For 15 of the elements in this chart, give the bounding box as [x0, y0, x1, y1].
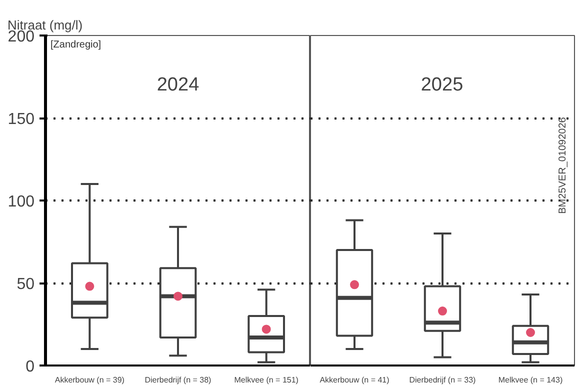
x-tick-label: Melkvee (n = 143) [498, 376, 563, 384]
text: 2024 [156, 74, 200, 96]
y-tick-label: 50 [16, 276, 35, 293]
y-tick-label: 0 [26, 358, 35, 376]
text: 2025 [420, 74, 464, 96]
x-tick-label: Akkerbouw (n = 41) [320, 376, 390, 384]
x-tick-label: Akkerbouw (n = 39) [54, 376, 125, 384]
x-tick-label: Dierbedrijf (n = 38) [144, 376, 212, 384]
x-tick-label: Dierbedrijf (n = 33) [409, 376, 476, 384]
annotation: BM25VER_01092026 [558, 116, 568, 214]
y-tick-label: 150 [8, 111, 35, 128]
x-tick-label: Melkvee (n = 151) [234, 376, 299, 384]
y-tick-label: 200 [8, 28, 35, 46]
y-tick-label: 100 [8, 194, 35, 210]
annotation: [Zandregio] [50, 40, 102, 50]
